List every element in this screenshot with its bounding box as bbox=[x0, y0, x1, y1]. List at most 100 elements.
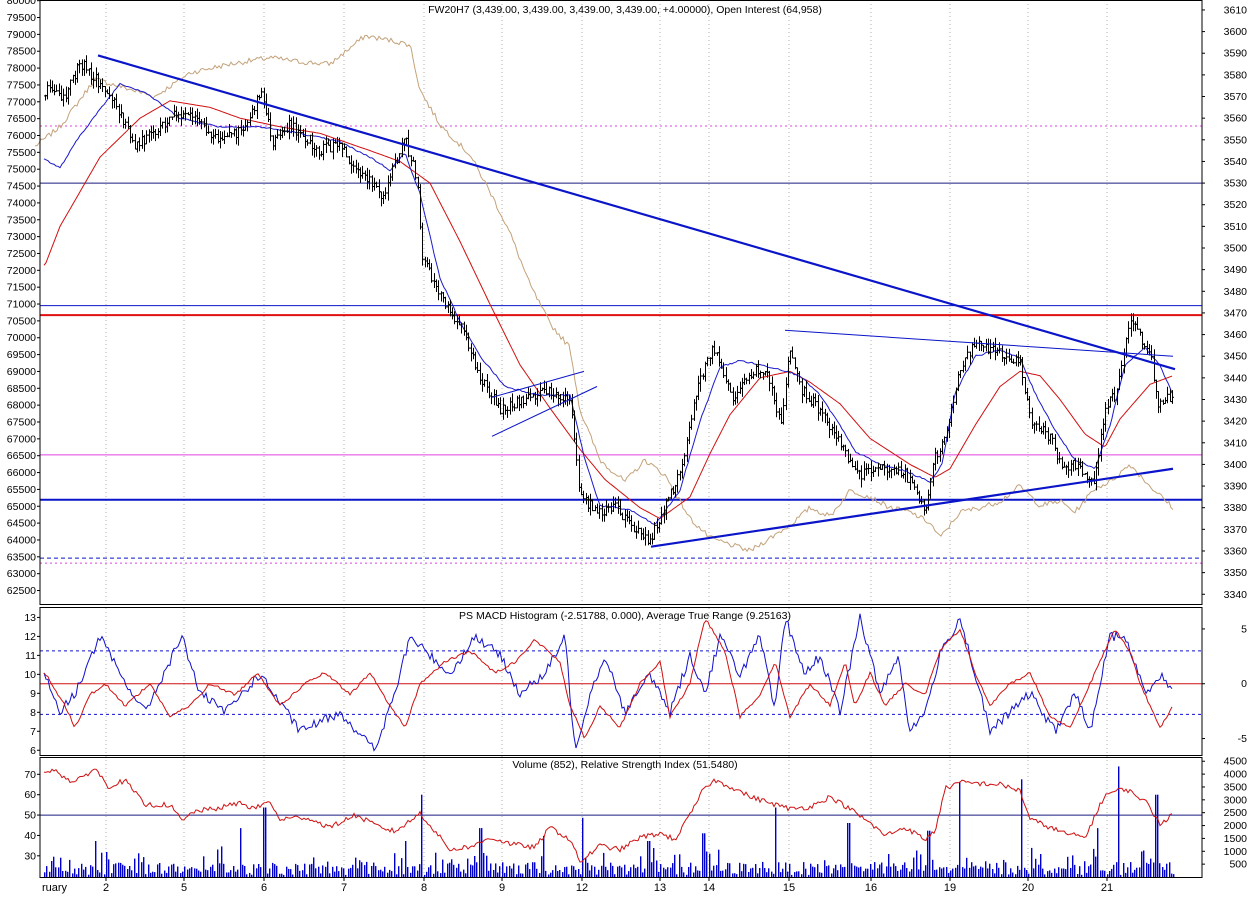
volume-bar bbox=[966, 857, 968, 877]
volume-bar bbox=[44, 872, 46, 877]
indicator-left-tick-label: 10 bbox=[24, 669, 36, 681]
volume-bar bbox=[923, 870, 925, 877]
volume-bar bbox=[658, 871, 660, 877]
volume-bar bbox=[288, 868, 290, 877]
price-left-tick-label: 75500 bbox=[7, 147, 36, 159]
indicator-left-tick-label: 9 bbox=[30, 688, 36, 700]
volume-bar bbox=[1028, 873, 1030, 877]
volume-bar bbox=[327, 861, 329, 877]
volume-bar bbox=[656, 860, 658, 877]
volume-bar bbox=[798, 871, 800, 877]
volume-bar bbox=[148, 864, 150, 877]
volume-bar bbox=[741, 871, 743, 877]
volume-bar bbox=[442, 859, 444, 877]
volume-bar bbox=[460, 871, 462, 877]
volume-bar bbox=[1120, 874, 1122, 877]
volume-bar bbox=[260, 867, 262, 877]
volume-bar bbox=[58, 867, 60, 877]
volume-bar bbox=[401, 858, 403, 877]
volume-bar bbox=[486, 855, 488, 877]
price-right-tick-label: 3500 bbox=[1224, 243, 1248, 255]
volume-bar bbox=[539, 873, 541, 877]
volume-bar bbox=[240, 828, 242, 877]
volume-bar bbox=[189, 868, 191, 877]
volume-bar bbox=[69, 859, 71, 877]
volume-bar bbox=[679, 854, 681, 877]
volume-bar bbox=[1157, 794, 1159, 877]
volume-bar bbox=[939, 867, 941, 877]
volume-bar bbox=[994, 873, 996, 877]
volume-bar bbox=[888, 854, 890, 877]
volume-bar bbox=[235, 871, 237, 877]
volume-bar bbox=[766, 872, 768, 877]
volume-bar bbox=[785, 862, 787, 877]
volume-bar bbox=[833, 868, 835, 877]
price-left-tick-label: 64500 bbox=[7, 518, 36, 530]
volume-bar bbox=[210, 866, 212, 877]
volume-bar bbox=[992, 869, 994, 877]
volume-bar bbox=[768, 868, 770, 877]
volume-bar bbox=[1141, 851, 1143, 877]
price-right-tick-label: 3370 bbox=[1224, 524, 1248, 536]
price-left-tick-label: 76000 bbox=[7, 130, 36, 142]
volume-bar bbox=[95, 841, 97, 877]
volume-bar bbox=[610, 862, 612, 877]
volume-bar bbox=[152, 871, 154, 877]
volume-bar bbox=[334, 871, 336, 877]
volume-bar bbox=[62, 871, 64, 877]
volume-bar bbox=[780, 872, 782, 877]
volume-bar bbox=[281, 873, 283, 877]
volume-bar bbox=[936, 869, 938, 877]
volume-bar bbox=[713, 865, 715, 877]
volume-bar bbox=[550, 872, 552, 877]
volume-bar bbox=[568, 874, 570, 877]
volume-bar bbox=[1132, 872, 1134, 877]
volume-bar bbox=[463, 869, 465, 877]
volume-bar bbox=[1065, 869, 1067, 877]
volume-bar bbox=[1123, 863, 1125, 877]
x-tick-label: 19 bbox=[944, 882, 956, 894]
volume-bar bbox=[191, 867, 193, 877]
volume-bar bbox=[532, 862, 534, 877]
volume-bar bbox=[672, 863, 674, 877]
trendline bbox=[491, 370, 585, 398]
price-right-tick-label: 3600 bbox=[1224, 26, 1248, 38]
volume-bar bbox=[651, 862, 653, 877]
volume-bar bbox=[154, 872, 156, 877]
volume-bar bbox=[226, 872, 228, 877]
volume-bar bbox=[343, 868, 345, 877]
volume-bar bbox=[534, 862, 536, 877]
volume-bar bbox=[1015, 874, 1017, 877]
volume-bar bbox=[290, 869, 292, 877]
volume-bar bbox=[1051, 872, 1053, 877]
volume-bar bbox=[92, 866, 94, 877]
volume-bar bbox=[762, 861, 764, 877]
price-right-tick-label: 3410 bbox=[1224, 437, 1248, 449]
price-right-tick-label: 3590 bbox=[1224, 48, 1248, 60]
volume-bar bbox=[1088, 866, 1090, 877]
price-right-tick-label: 3340 bbox=[1224, 589, 1248, 601]
price-right-tick-label: 3460 bbox=[1224, 329, 1248, 341]
volume-bar bbox=[739, 862, 741, 877]
volume-bar bbox=[1166, 863, 1168, 877]
volume-bar bbox=[711, 870, 713, 877]
volume-bar bbox=[338, 871, 340, 877]
volume-bar bbox=[808, 874, 810, 877]
volume-bar bbox=[1024, 867, 1026, 877]
volume-bar bbox=[559, 870, 561, 877]
volume-bar bbox=[373, 862, 375, 877]
volume-bar bbox=[511, 868, 513, 877]
volume-bar bbox=[847, 823, 849, 877]
atr-line bbox=[43, 620, 1173, 739]
volume-bar bbox=[108, 859, 110, 877]
volume-bar bbox=[127, 869, 129, 877]
volume-bar bbox=[686, 874, 688, 877]
price-left-tick-label: 62500 bbox=[7, 585, 36, 597]
volume-bar bbox=[1093, 848, 1095, 877]
volume-bar bbox=[596, 874, 598, 877]
volume-bar bbox=[585, 857, 587, 877]
volume-bar bbox=[578, 869, 580, 877]
volume-bar bbox=[1005, 862, 1007, 877]
volume-bar bbox=[831, 873, 833, 877]
volume-bar bbox=[1162, 867, 1164, 877]
